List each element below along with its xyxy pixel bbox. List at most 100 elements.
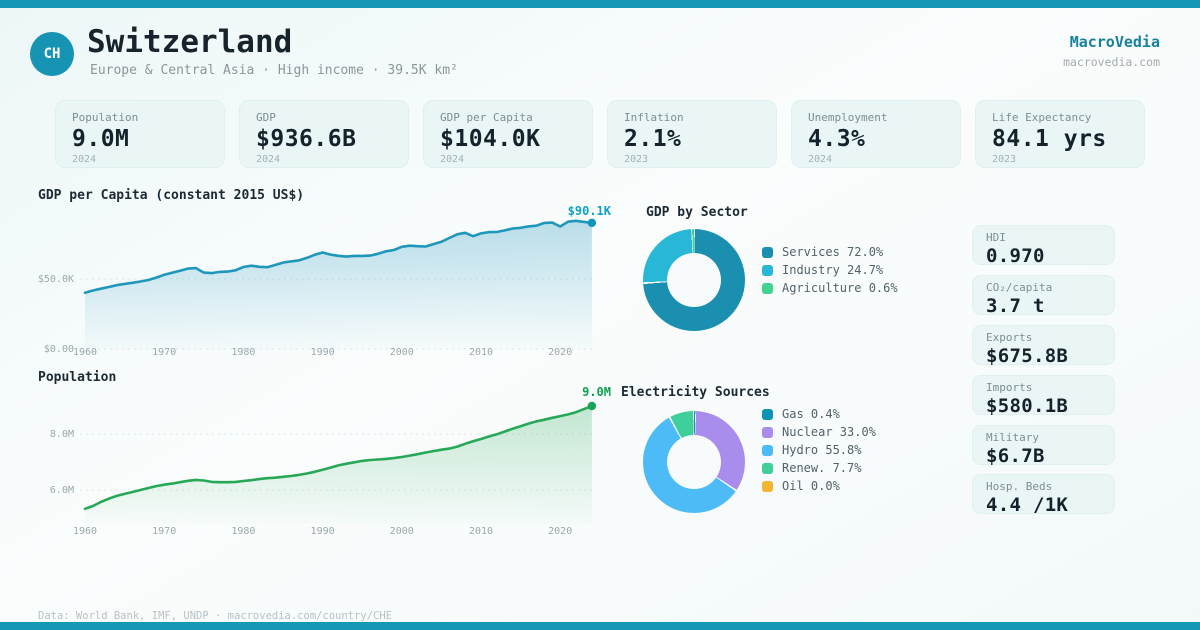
legend-item-gas: Gas 0.4% [762, 407, 876, 421]
stat-year: 2024 [440, 154, 465, 165]
stat-value: 4.3% [808, 126, 866, 152]
legend-item-hydro: Hydro 55.8% [762, 443, 876, 457]
stat-card-unemployment: Unemployment 4.3% 2024 [791, 100, 961, 168]
svg-text:1970: 1970 [152, 347, 176, 358]
svg-text:1980: 1980 [231, 526, 255, 537]
svg-text:$0.00: $0.00 [44, 344, 74, 355]
legend-item-renewables: Renew. 7.7% [762, 461, 876, 475]
side-stat-label: CO₂/capita [986, 281, 1053, 294]
gdp-by-sector-legend: Services 72.0% Industry 24.7% Agricultur… [762, 245, 898, 295]
nuclear-color-swatch [762, 426, 773, 438]
side-stat-label: Hosp. Beds [986, 480, 1053, 493]
stat-label: Inflation [624, 111, 684, 124]
svg-text:2010: 2010 [469, 526, 493, 537]
stat-value: $104.0K [440, 126, 541, 152]
industry-color-swatch [762, 264, 773, 276]
legend-label: Agriculture 0.6% [782, 281, 898, 295]
svg-text:9.0M: 9.0M [582, 385, 611, 399]
stat-label: Population [72, 111, 139, 124]
stat-value: $936.6B [256, 126, 357, 152]
population-chart: 6.0M 8.0M 1960 1970 1980 1990 2000 2010 2020 9.0M [50, 385, 611, 537]
svg-text:2010: 2010 [469, 347, 493, 358]
electricity-sources-donut [643, 411, 745, 513]
brand-block: MacroVedia macrovedia.com [1063, 33, 1160, 69]
stat-year: 2023 [624, 154, 649, 165]
stat-value: 2.1% [624, 126, 682, 152]
legend-item-industry: Industry 24.7% [762, 263, 898, 277]
stat-card-gdp: GDP $936.6B 2024 [239, 100, 409, 168]
stat-card-gdp-per-capita: GDP per Capita $104.0K 2024 [423, 100, 593, 168]
legend-label: Industry 24.7% [782, 263, 884, 277]
legend-label: Gas 0.4% [782, 407, 840, 421]
svg-text:2000: 2000 [390, 347, 414, 358]
svg-text:$50.0K: $50.0K [38, 274, 74, 285]
svg-text:1960: 1960 [73, 347, 97, 358]
brand-url: macrovedia.com [1063, 55, 1160, 69]
svg-text:2020: 2020 [548, 526, 572, 537]
country-subtitle: Europe & Central Asia · High income · 39… [90, 63, 458, 78]
gas-color-swatch [762, 408, 773, 420]
stat-value: 84.1 yrs [992, 126, 1107, 152]
legend-label: Nuclear 33.0% [782, 425, 876, 439]
hydro-color-swatch [762, 444, 773, 456]
services-color-swatch [762, 246, 773, 258]
side-stat-label: Military [986, 431, 1039, 444]
stat-label: GDP [256, 111, 276, 124]
svg-text:2020: 2020 [548, 347, 572, 358]
side-stat-value: $675.8B [986, 345, 1069, 367]
stat-card-inflation: Inflation 2.1% 2023 [607, 100, 777, 168]
data-source-footer: Data: World Bank, IMF, UNDP · macrovedia… [38, 610, 393, 622]
side-stat-label: Exports [986, 331, 1033, 344]
gdp-by-sector-title: GDP by Sector [646, 205, 748, 220]
page-title: Switzerland [87, 24, 293, 60]
side-stat-value: $6.7B [986, 445, 1045, 467]
brand-name: MacroVedia [1069, 33, 1160, 51]
svg-text:8.0M: 8.0M [50, 429, 74, 440]
renewables-color-swatch [762, 462, 773, 474]
stat-label: GDP per Capita [440, 111, 533, 124]
svg-text:1970: 1970 [152, 526, 176, 537]
top-accent-bar [0, 0, 1200, 8]
gdp-by-sector-donut [643, 229, 745, 331]
country-code: CH [43, 46, 61, 62]
population-chart-title: Population [38, 370, 117, 385]
country-code-badge: CH [30, 32, 74, 76]
side-stat-hdi: HDI 0.970 [972, 225, 1115, 267]
stat-year: 2024 [256, 154, 281, 165]
svg-text:1990: 1990 [311, 347, 335, 358]
legend-item-agriculture: Agriculture 0.6% [762, 281, 898, 295]
svg-text:1990: 1990 [311, 526, 335, 537]
side-stat-exports: Exports $675.8B [972, 325, 1115, 367]
legend-item-oil: Oil 0.0% [762, 479, 876, 493]
svg-text:1980: 1980 [231, 347, 255, 358]
side-stat-hospital-beds: Hosp. Beds 4.4 /1K [972, 474, 1115, 516]
side-stat-value: 0.970 [986, 245, 1045, 267]
svg-text:$90.1K: $90.1K [568, 204, 612, 218]
legend-label: Hydro 55.8% [782, 443, 862, 457]
side-stat-label: HDI [986, 231, 1006, 244]
stat-card-population: Population 9.0M 2024 [55, 100, 225, 168]
legend-label: Services 72.0% [782, 245, 884, 259]
gdp-per-capita-chart: $0.00 $50.0K 1960 1970 1980 1990 2000 2010 2020 $… [38, 204, 612, 358]
side-stat-value: $580.1B [986, 395, 1069, 417]
stat-value: 9.0M [72, 126, 130, 152]
legend-label: Oil 0.0% [782, 479, 840, 493]
side-stat-co2: CO₂/capita 3.7 t [972, 275, 1115, 317]
gdp-chart-title: GDP per Capita (constant 2015 US$) [38, 188, 305, 203]
svg-text:1960: 1960 [73, 526, 97, 537]
side-stat-label: Imports [986, 381, 1033, 394]
legend-label: Renew. 7.7% [782, 461, 862, 475]
side-stat-military: Military $6.7B [972, 425, 1115, 467]
side-stat-imports: Imports $580.1B [972, 375, 1115, 417]
side-stat-value: 3.7 t [986, 295, 1045, 317]
stat-year: 2024 [808, 154, 833, 165]
side-stat-value: 4.4 /1K [986, 494, 1069, 516]
svg-text:6.0M: 6.0M [50, 485, 74, 496]
stat-label: Life Expectancy [992, 111, 1092, 124]
legend-item-nuclear: Nuclear 33.0% [762, 425, 876, 439]
oil-color-swatch [762, 480, 773, 492]
svg-text:2000: 2000 [390, 526, 414, 537]
electricity-sources-title: Electricity Sources [621, 385, 770, 400]
stat-year: 2023 [992, 154, 1017, 165]
